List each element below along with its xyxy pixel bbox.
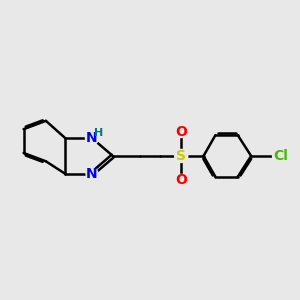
Circle shape: [175, 149, 188, 163]
Circle shape: [176, 174, 187, 185]
Circle shape: [272, 148, 289, 164]
Circle shape: [86, 168, 98, 180]
Text: Cl: Cl: [273, 149, 288, 163]
Text: N: N: [86, 167, 98, 181]
Text: N: N: [86, 131, 98, 145]
Text: O: O: [175, 173, 187, 187]
Circle shape: [176, 127, 187, 137]
Text: O: O: [175, 125, 187, 139]
Text: S: S: [176, 149, 186, 163]
Circle shape: [85, 132, 98, 145]
Text: H: H: [94, 128, 103, 138]
